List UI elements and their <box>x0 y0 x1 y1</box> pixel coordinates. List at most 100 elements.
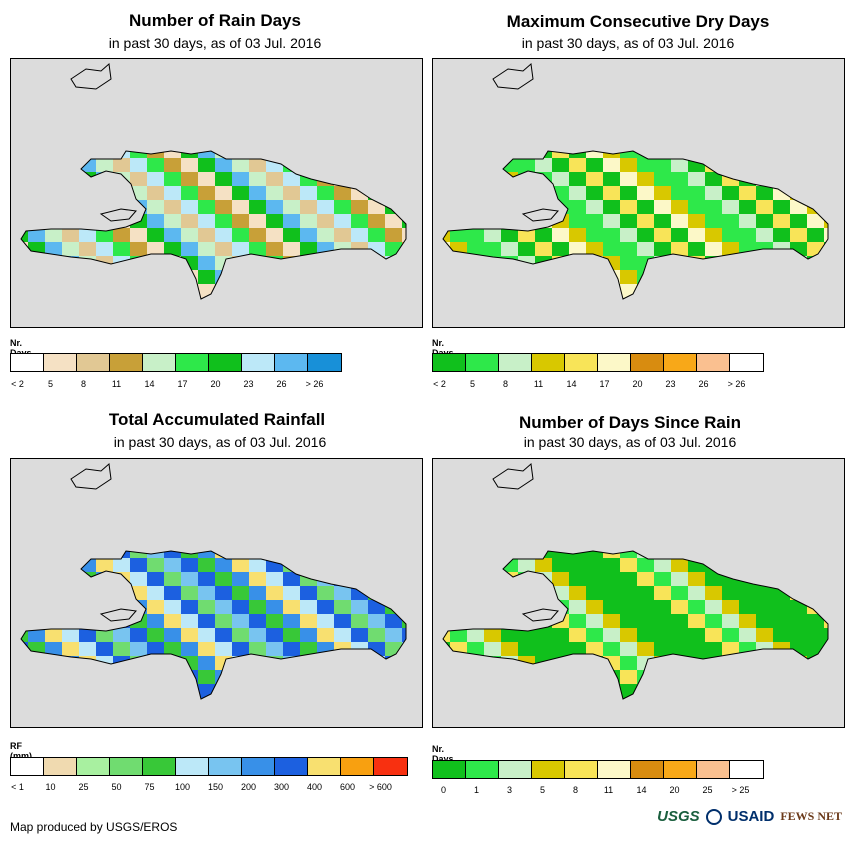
grid-cell <box>654 600 671 614</box>
grid-cell <box>671 628 688 642</box>
grid-cell <box>164 228 181 242</box>
grid-cell <box>368 684 385 698</box>
grid-cell <box>688 228 705 242</box>
grid-cell <box>181 228 198 242</box>
legend-label: Nr. Days <box>432 744 454 764</box>
grid-cell <box>300 656 317 670</box>
grid-cell <box>637 298 654 299</box>
grid-cell <box>586 572 603 586</box>
map-dry-days[interactable] <box>432 58 845 328</box>
grid-cell <box>368 214 385 228</box>
map-rainfall[interactable] <box>10 458 423 728</box>
grid-cell <box>28 151 45 158</box>
grid-cell <box>334 600 351 614</box>
grid-cell <box>21 656 28 670</box>
grid-cell <box>28 642 45 656</box>
grid-cell <box>586 670 603 684</box>
grid-cell <box>368 670 385 684</box>
grid-cell <box>113 698 130 699</box>
grid-cell <box>807 551 824 558</box>
grid-cell <box>569 228 586 242</box>
grid-cell <box>334 670 351 684</box>
grid-cell <box>198 558 215 572</box>
map-rain-days[interactable] <box>10 58 423 328</box>
grid-cell <box>773 214 790 228</box>
grid-cell <box>198 572 215 586</box>
grid-cell <box>756 214 773 228</box>
legend-tick: 11 <box>603 785 614 795</box>
grid-cell <box>266 572 283 586</box>
grid-cell <box>385 670 402 684</box>
grid-cell <box>79 600 96 614</box>
grid-cell <box>705 698 722 699</box>
grid-cell <box>334 228 351 242</box>
legend-tick: 17 <box>177 379 188 389</box>
grid-cell <box>756 656 773 670</box>
grid-cell <box>113 628 130 642</box>
grid-cell <box>232 551 249 558</box>
grid-cell <box>705 586 722 600</box>
grid-cell <box>535 186 552 200</box>
grid-cell <box>385 614 402 628</box>
grid-cell <box>654 698 671 699</box>
grid-cell <box>300 200 317 214</box>
grid-cell <box>705 158 722 172</box>
grid-cell <box>671 214 688 228</box>
grid-cell <box>351 670 368 684</box>
grid-cell <box>552 172 569 186</box>
grid-cell <box>28 670 45 684</box>
grid-cell <box>317 270 334 284</box>
grid-cell <box>96 558 113 572</box>
grid-cell <box>443 600 450 614</box>
grid-cell <box>368 558 385 572</box>
grid-cell <box>28 200 45 214</box>
grid-cell <box>45 151 62 158</box>
grid-cell <box>215 614 232 628</box>
grid-cell <box>402 670 406 684</box>
grid-cell <box>96 628 113 642</box>
grid-cell <box>385 151 402 158</box>
grid-cell <box>368 158 385 172</box>
legend-tick: 25 <box>702 785 713 795</box>
grid-cell <box>773 172 790 186</box>
grid-cell <box>722 642 739 656</box>
grid-cell <box>351 656 368 670</box>
grid-cell <box>96 186 113 200</box>
grid-cell <box>317 186 334 200</box>
grid-cell <box>620 158 637 172</box>
grid-cell <box>266 298 283 299</box>
grid-cell <box>334 151 351 158</box>
grid-cell <box>300 186 317 200</box>
grid-cell <box>790 228 807 242</box>
map-days-since-rain[interactable] <box>432 458 845 728</box>
grid-cell <box>351 600 368 614</box>
grid-cell <box>620 558 637 572</box>
grid-cell <box>198 172 215 186</box>
grid-cell <box>790 151 807 158</box>
grid-cell <box>45 200 62 214</box>
grid-cell <box>443 284 450 298</box>
grid-cell <box>215 600 232 614</box>
legend-tick: 400 <box>306 782 323 792</box>
grid-cell <box>317 551 334 558</box>
grid-cell <box>535 284 552 298</box>
grid-cell <box>756 551 773 558</box>
grid-cell <box>586 298 603 299</box>
grid-cell <box>385 572 402 586</box>
grid-cell <box>654 228 671 242</box>
legend-swatch <box>631 354 664 371</box>
grid-cell <box>28 698 45 699</box>
grid-cell <box>368 628 385 642</box>
grid-cell <box>603 200 620 214</box>
grid-cell <box>756 670 773 684</box>
legend-tick: 11 <box>533 379 544 389</box>
northern-island-outline <box>492 463 534 490</box>
legend-ticks: < 2 5 8 11 14 17 20 23 26 > 26 <box>1 379 331 389</box>
grid-cell <box>654 572 671 586</box>
grid-cell <box>249 656 266 670</box>
grid-cell <box>317 684 334 698</box>
grid-cell <box>739 614 756 628</box>
grid-cell <box>181 158 198 172</box>
grid-cell <box>824 172 828 186</box>
grid-cell <box>773 656 790 670</box>
